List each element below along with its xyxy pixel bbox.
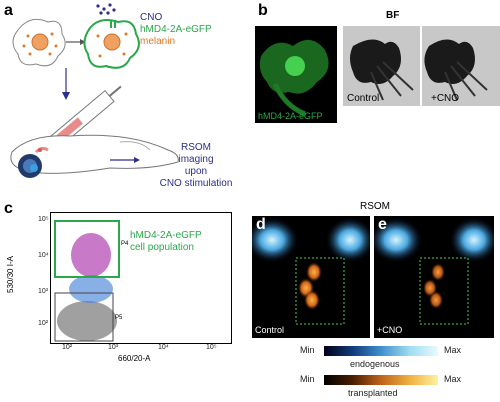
gate-p4-label: P4 [121,241,129,247]
y-tick-4: 10² [38,320,49,327]
zebrafish-icon [10,134,179,178]
colorbar-transplanted [324,375,438,385]
fluorescence-image: hMD4-2A-eGFP [255,26,337,123]
flow-plot: P4 P5 [50,212,232,344]
gate-desc-line-2: cell population [130,242,194,253]
rsom-control-label: Control [255,325,285,335]
cbar-trans-min: Min [300,374,315,384]
x-tick-1: 10² [62,344,73,351]
rsom-description: RSOM imaging upon CNO stimulation [148,142,244,190]
cbar-trans-label: transplanted [348,388,398,398]
legend-hmd4: hMD4-2A-eGFP [140,24,212,35]
cbar-endo-label: endogenous [350,359,400,369]
roi-box-d [295,257,345,325]
gate-p4 [54,220,120,278]
roi-box-e [419,257,469,325]
bf-control-label: Control [347,93,380,104]
fluor-label: hMD4-2A-eGFP [258,111,323,121]
rsom-line-3: upon [184,166,208,177]
rsom-line-1: RSOM [181,142,211,153]
colorbar-endogenous [324,346,438,356]
panel-letter-e: e [378,216,387,233]
x-tick-3: 10⁴ [158,344,169,351]
rsom-image-cno: e +CNO [374,216,494,338]
cbar-trans-max: Max [444,374,462,384]
rsom-title: RSOM [360,201,390,212]
y-tick-1: 10⁵ [38,216,49,223]
rsom-image-control: d Control [252,216,370,338]
panel-b-title: BF [386,10,400,21]
gate-p5-label: P5 [115,315,123,321]
rsom-line-4: CNO stimulation [159,178,233,189]
cbar-endo-min: Min [300,345,315,355]
x-tick-4: 10⁵ [206,344,217,351]
panel-letter-d: d [256,216,266,233]
panel-letter-b: b [258,2,268,19]
panel-letter-c: c [4,200,13,217]
y-axis-label: 530/30 I-A [5,256,15,293]
x-axis-label: 660/20-A [118,354,151,363]
bf-cno-label: +CNO [431,93,460,104]
schematic-a [10,3,179,178]
cbar-endo-max: Max [444,345,462,355]
legend-melanin: melanin [140,36,176,47]
y-tick-3: 10³ [38,288,49,295]
x-tick-2: 10³ [108,344,119,351]
rsom-cno-label: +CNO [377,325,403,335]
panel-letter-a: a [4,2,13,19]
y-tick-2: 10⁴ [38,252,49,259]
legend-cno: CNO [140,12,163,23]
gate-p5 [54,292,114,342]
gate-description: hMD4-2A-eGFP cell population [130,230,202,254]
gate-desc-line-1: hMD4-2A-eGFP [130,230,202,241]
bf-images: Control +CNO [343,26,500,106]
rsom-line-2: imaging [178,154,214,165]
